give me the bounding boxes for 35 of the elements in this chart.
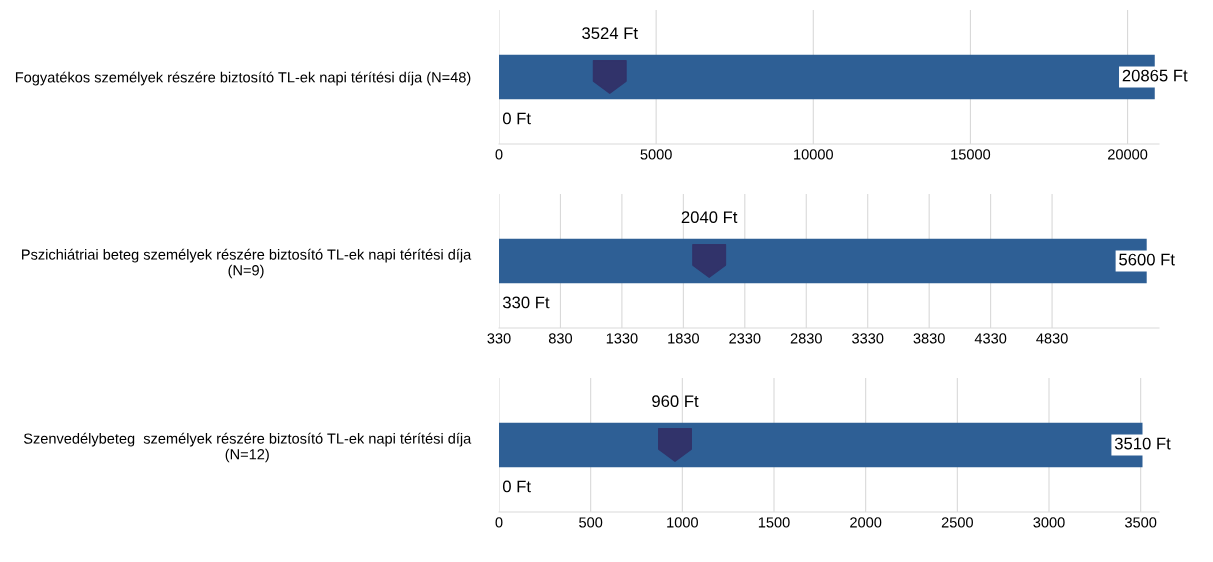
data-label: 2040 Ft (681, 211, 738, 224)
x-tick-label: 500 (579, 517, 603, 528)
x-tick-label: 15000 (951, 149, 991, 160)
data-label: 960 Ft (652, 395, 699, 408)
x-tick-label: 3330 (852, 333, 884, 344)
x-tick-label: 2830 (790, 333, 822, 344)
x-tick-label: 20000 (1108, 149, 1148, 160)
x-tick-label: 1500 (758, 517, 790, 528)
data-label: 3524 Ft (582, 27, 638, 40)
x-tick-label: 1830 (668, 333, 700, 344)
x-tick-label: 0 (495, 517, 503, 528)
x-tick-label: 3500 (1125, 517, 1157, 528)
x-tick-label: 1000 (667, 517, 698, 528)
x-tick-label: 4330 (974, 333, 1007, 344)
annotation: 0 Ft (502, 112, 531, 125)
annotation: 5600 Ft (1119, 253, 1175, 266)
x-tick-label: 4830 (1036, 333, 1068, 344)
x-tick-label: 330 (487, 333, 511, 344)
y-tick-label: Szenvedélybeteg személyek részére biztosító TL-ek napi térítési díja (N=12) (23, 432, 472, 463)
annotation: 0 Ft (502, 480, 531, 493)
y-tick-label: Fogyatékos személyek részére biztosító TL-ek napi térítési díja (N=48) (15, 71, 471, 86)
annotation: 20865 Ft (1122, 69, 1188, 82)
annotation: 3510 Ft (1114, 437, 1171, 450)
x-tick-label: 2330 (729, 333, 761, 344)
x-tick-label: 0 (495, 149, 503, 160)
x-tick-label: 830 (548, 333, 573, 344)
x-tick-label: 3830 (913, 333, 945, 344)
x-tick-label: 5000 (640, 149, 672, 160)
y-tick-label: Pszichiátriai beteg személyek részére biztosító TL-ek napi térítési díja (N=9) (22, 248, 472, 279)
x-tick-label: 10000 (794, 149, 833, 160)
x-tick-label: 2000 (850, 517, 882, 528)
x-tick-label: 3000 (1033, 517, 1065, 528)
annotation: 330 Ft (502, 296, 550, 309)
x-tick-label: 2500 (941, 517, 973, 528)
x-tick-label: 1330 (606, 333, 638, 344)
